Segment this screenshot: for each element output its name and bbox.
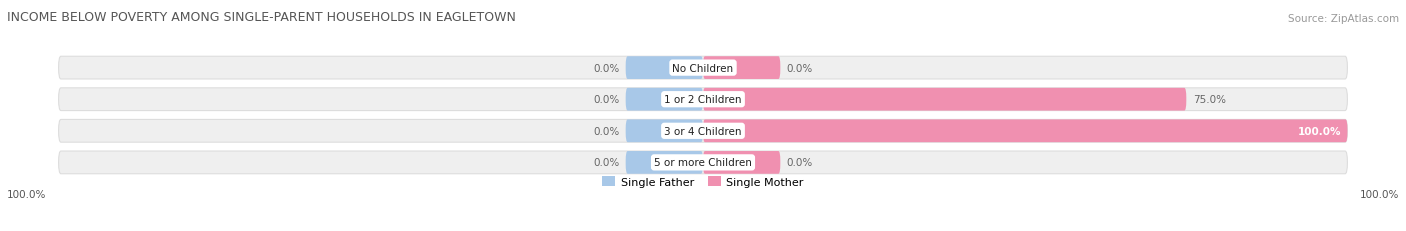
Text: 3 or 4 Children: 3 or 4 Children: [664, 126, 742, 136]
Text: 100.0%: 100.0%: [1360, 189, 1399, 199]
Text: 100.0%: 100.0%: [1298, 126, 1341, 136]
Legend: Single Father, Single Mother: Single Father, Single Mother: [598, 172, 808, 191]
FancyBboxPatch shape: [59, 88, 1347, 111]
FancyBboxPatch shape: [626, 120, 703, 143]
Text: 100.0%: 100.0%: [7, 189, 46, 199]
FancyBboxPatch shape: [703, 120, 1347, 143]
Text: 5 or more Children: 5 or more Children: [654, 158, 752, 168]
FancyBboxPatch shape: [626, 57, 703, 80]
Text: 0.0%: 0.0%: [787, 63, 813, 73]
FancyBboxPatch shape: [703, 88, 1187, 111]
FancyBboxPatch shape: [703, 57, 780, 80]
Text: 0.0%: 0.0%: [787, 158, 813, 168]
Text: No Children: No Children: [672, 63, 734, 73]
Text: 1 or 2 Children: 1 or 2 Children: [664, 95, 742, 105]
FancyBboxPatch shape: [59, 57, 1347, 80]
Text: 0.0%: 0.0%: [593, 158, 619, 168]
FancyBboxPatch shape: [626, 151, 703, 174]
Text: Source: ZipAtlas.com: Source: ZipAtlas.com: [1288, 14, 1399, 24]
FancyBboxPatch shape: [703, 151, 780, 174]
FancyBboxPatch shape: [59, 151, 1347, 174]
FancyBboxPatch shape: [626, 88, 703, 111]
Text: 0.0%: 0.0%: [593, 126, 619, 136]
FancyBboxPatch shape: [59, 120, 1347, 143]
Text: 0.0%: 0.0%: [593, 95, 619, 105]
Text: 75.0%: 75.0%: [1192, 95, 1226, 105]
Text: INCOME BELOW POVERTY AMONG SINGLE-PARENT HOUSEHOLDS IN EAGLETOWN: INCOME BELOW POVERTY AMONG SINGLE-PARENT…: [7, 11, 516, 24]
Text: 0.0%: 0.0%: [593, 63, 619, 73]
